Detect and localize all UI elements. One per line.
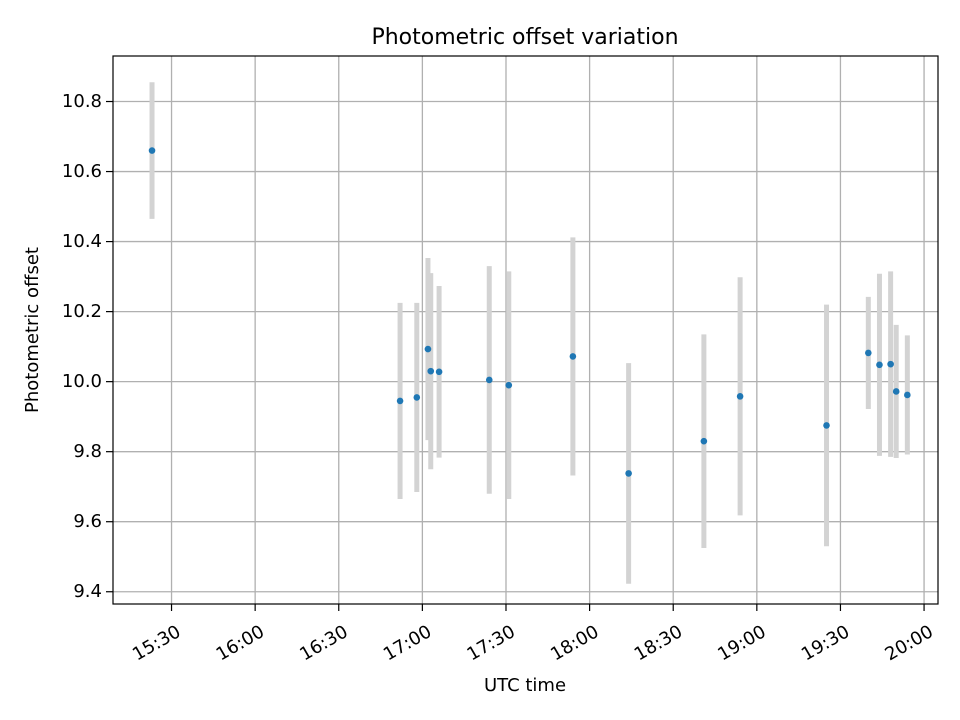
data-point [865,349,872,357]
data-point [700,437,708,445]
y-tick-label: 10.2 [62,301,102,322]
y-tick-label: 10.0 [62,371,102,392]
y-tick-label: 10.6 [62,161,102,182]
data-point [887,360,894,368]
y-tick-label: 9.4 [73,581,102,602]
data-point [435,368,443,376]
y-axis-label: Photometric offset [22,247,43,413]
data-point [823,422,830,429]
data-point [892,388,900,395]
data-point [569,353,577,360]
data-point [413,394,421,401]
y-tick-label: 10.4 [62,231,102,252]
plot-frame [112,55,939,605]
y-tick-label: 9.6 [73,511,102,532]
data-point [396,397,404,405]
data-point [505,381,513,389]
x-axis-label: UTC time [484,675,566,696]
data-point [736,393,744,400]
marker-layer [148,147,911,477]
data-point [876,361,883,369]
data-point [485,376,493,384]
y-tick-label: 9.8 [73,441,102,462]
chart-title: Photometric offset variation [371,25,678,50]
data-point [904,391,911,399]
data-point [424,345,432,353]
data-point [427,367,435,375]
grid-layer [113,56,938,604]
data-point [148,147,156,154]
data-point [625,470,632,477]
y-tick-label: 10.8 [62,91,102,112]
